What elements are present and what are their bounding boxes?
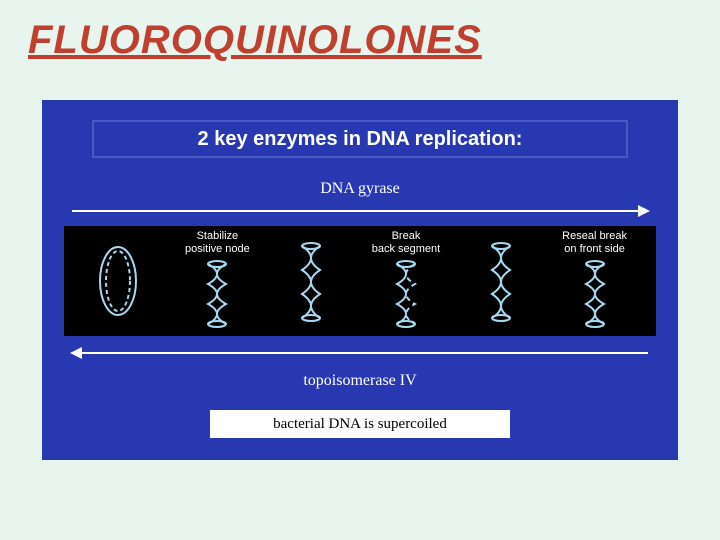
dna-coil-icon bbox=[292, 240, 330, 322]
step-2 bbox=[292, 240, 330, 322]
page-title: FLUOROQUINOLONES bbox=[0, 0, 720, 63]
panel-header-box: 2 key enzymes in DNA replication: bbox=[92, 120, 628, 158]
dna-loop-icon bbox=[93, 240, 143, 322]
dna-coil-icon bbox=[482, 240, 520, 322]
panel-header-text: 2 key enzymes in DNA replication: bbox=[198, 128, 523, 151]
mechanism-strip: Stabilizepositive node Breakback segment bbox=[64, 226, 656, 336]
step-1-caption: Stabilizepositive node bbox=[185, 230, 250, 255]
arrow-left bbox=[72, 352, 648, 354]
panel-footer-box: bacterial DNA is supercoiled bbox=[210, 410, 510, 438]
dna-coil-icon bbox=[198, 260, 236, 332]
step-5: Reseal breakon front side bbox=[562, 230, 627, 331]
enzyme-top-label: DNA gyrase bbox=[42, 180, 678, 198]
step-3: Breakback segment bbox=[372, 230, 440, 331]
step-4 bbox=[482, 240, 520, 322]
enzyme-bottom-label: topoisomerase IV bbox=[42, 372, 678, 390]
dna-coil-icon bbox=[387, 260, 425, 332]
dna-coil-icon bbox=[576, 260, 614, 332]
step-5-caption: Reseal breakon front side bbox=[562, 230, 627, 255]
panel-footer-text: bacterial DNA is supercoiled bbox=[273, 416, 447, 433]
step-1: Stabilizepositive node bbox=[185, 230, 250, 331]
diagram-panel: 2 key enzymes in DNA replication: DNA gy… bbox=[42, 100, 678, 460]
step-0 bbox=[93, 240, 143, 322]
step-3-caption: Breakback segment bbox=[372, 230, 440, 255]
arrow-right bbox=[72, 210, 648, 212]
